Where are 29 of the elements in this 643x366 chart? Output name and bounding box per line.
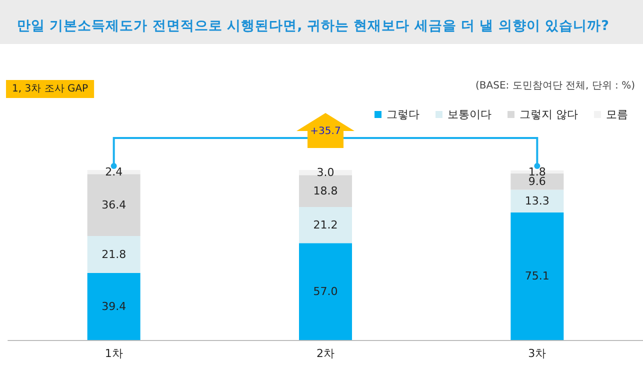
legend-label: 그렇다 — [386, 108, 420, 121]
bar — [87, 174, 140, 236]
data-label: 18.8 — [313, 184, 338, 198]
bar — [510, 190, 564, 212]
data-label: 36.4 — [102, 198, 126, 212]
bar — [87, 236, 140, 274]
legend-label: 보통이다 — [448, 108, 492, 121]
data-label: 13.3 — [524, 194, 550, 208]
text: 1, 3차 조사 GAP — [12, 84, 88, 94]
data-label: 75.1 — [524, 270, 550, 283]
legend-label: 그렇지 않다 — [520, 108, 578, 121]
bar — [87, 273, 140, 340]
legend-label: 모름 — [606, 108, 628, 121]
bar — [510, 212, 564, 340]
x-tick-label: 1차 — [104, 347, 123, 360]
data-label: 21.8 — [102, 248, 126, 261]
data-label: 57.0 — [313, 285, 338, 298]
x-tick-label: 2차 — [316, 347, 334, 360]
bar — [299, 175, 352, 208]
text: +35.7 — [310, 126, 341, 137]
text: (BASE: 도민참여단 전체, 단위 : %) — [476, 80, 636, 92]
data-label: 21.2 — [313, 218, 338, 232]
data-label: 3.0 — [316, 166, 334, 180]
bar — [299, 243, 352, 340]
bar — [299, 207, 352, 244]
data-label: 2.4 — [105, 166, 123, 179]
chart-title: 만일 기본소득제도가 전면적으로 시행된다면, 귀하는 현재보다 세금을 더 낼 의향이 있습니까? — [17, 18, 609, 34]
data-label: 39.4 — [102, 300, 126, 314]
x-tick-label: 3차 — [528, 347, 546, 360]
